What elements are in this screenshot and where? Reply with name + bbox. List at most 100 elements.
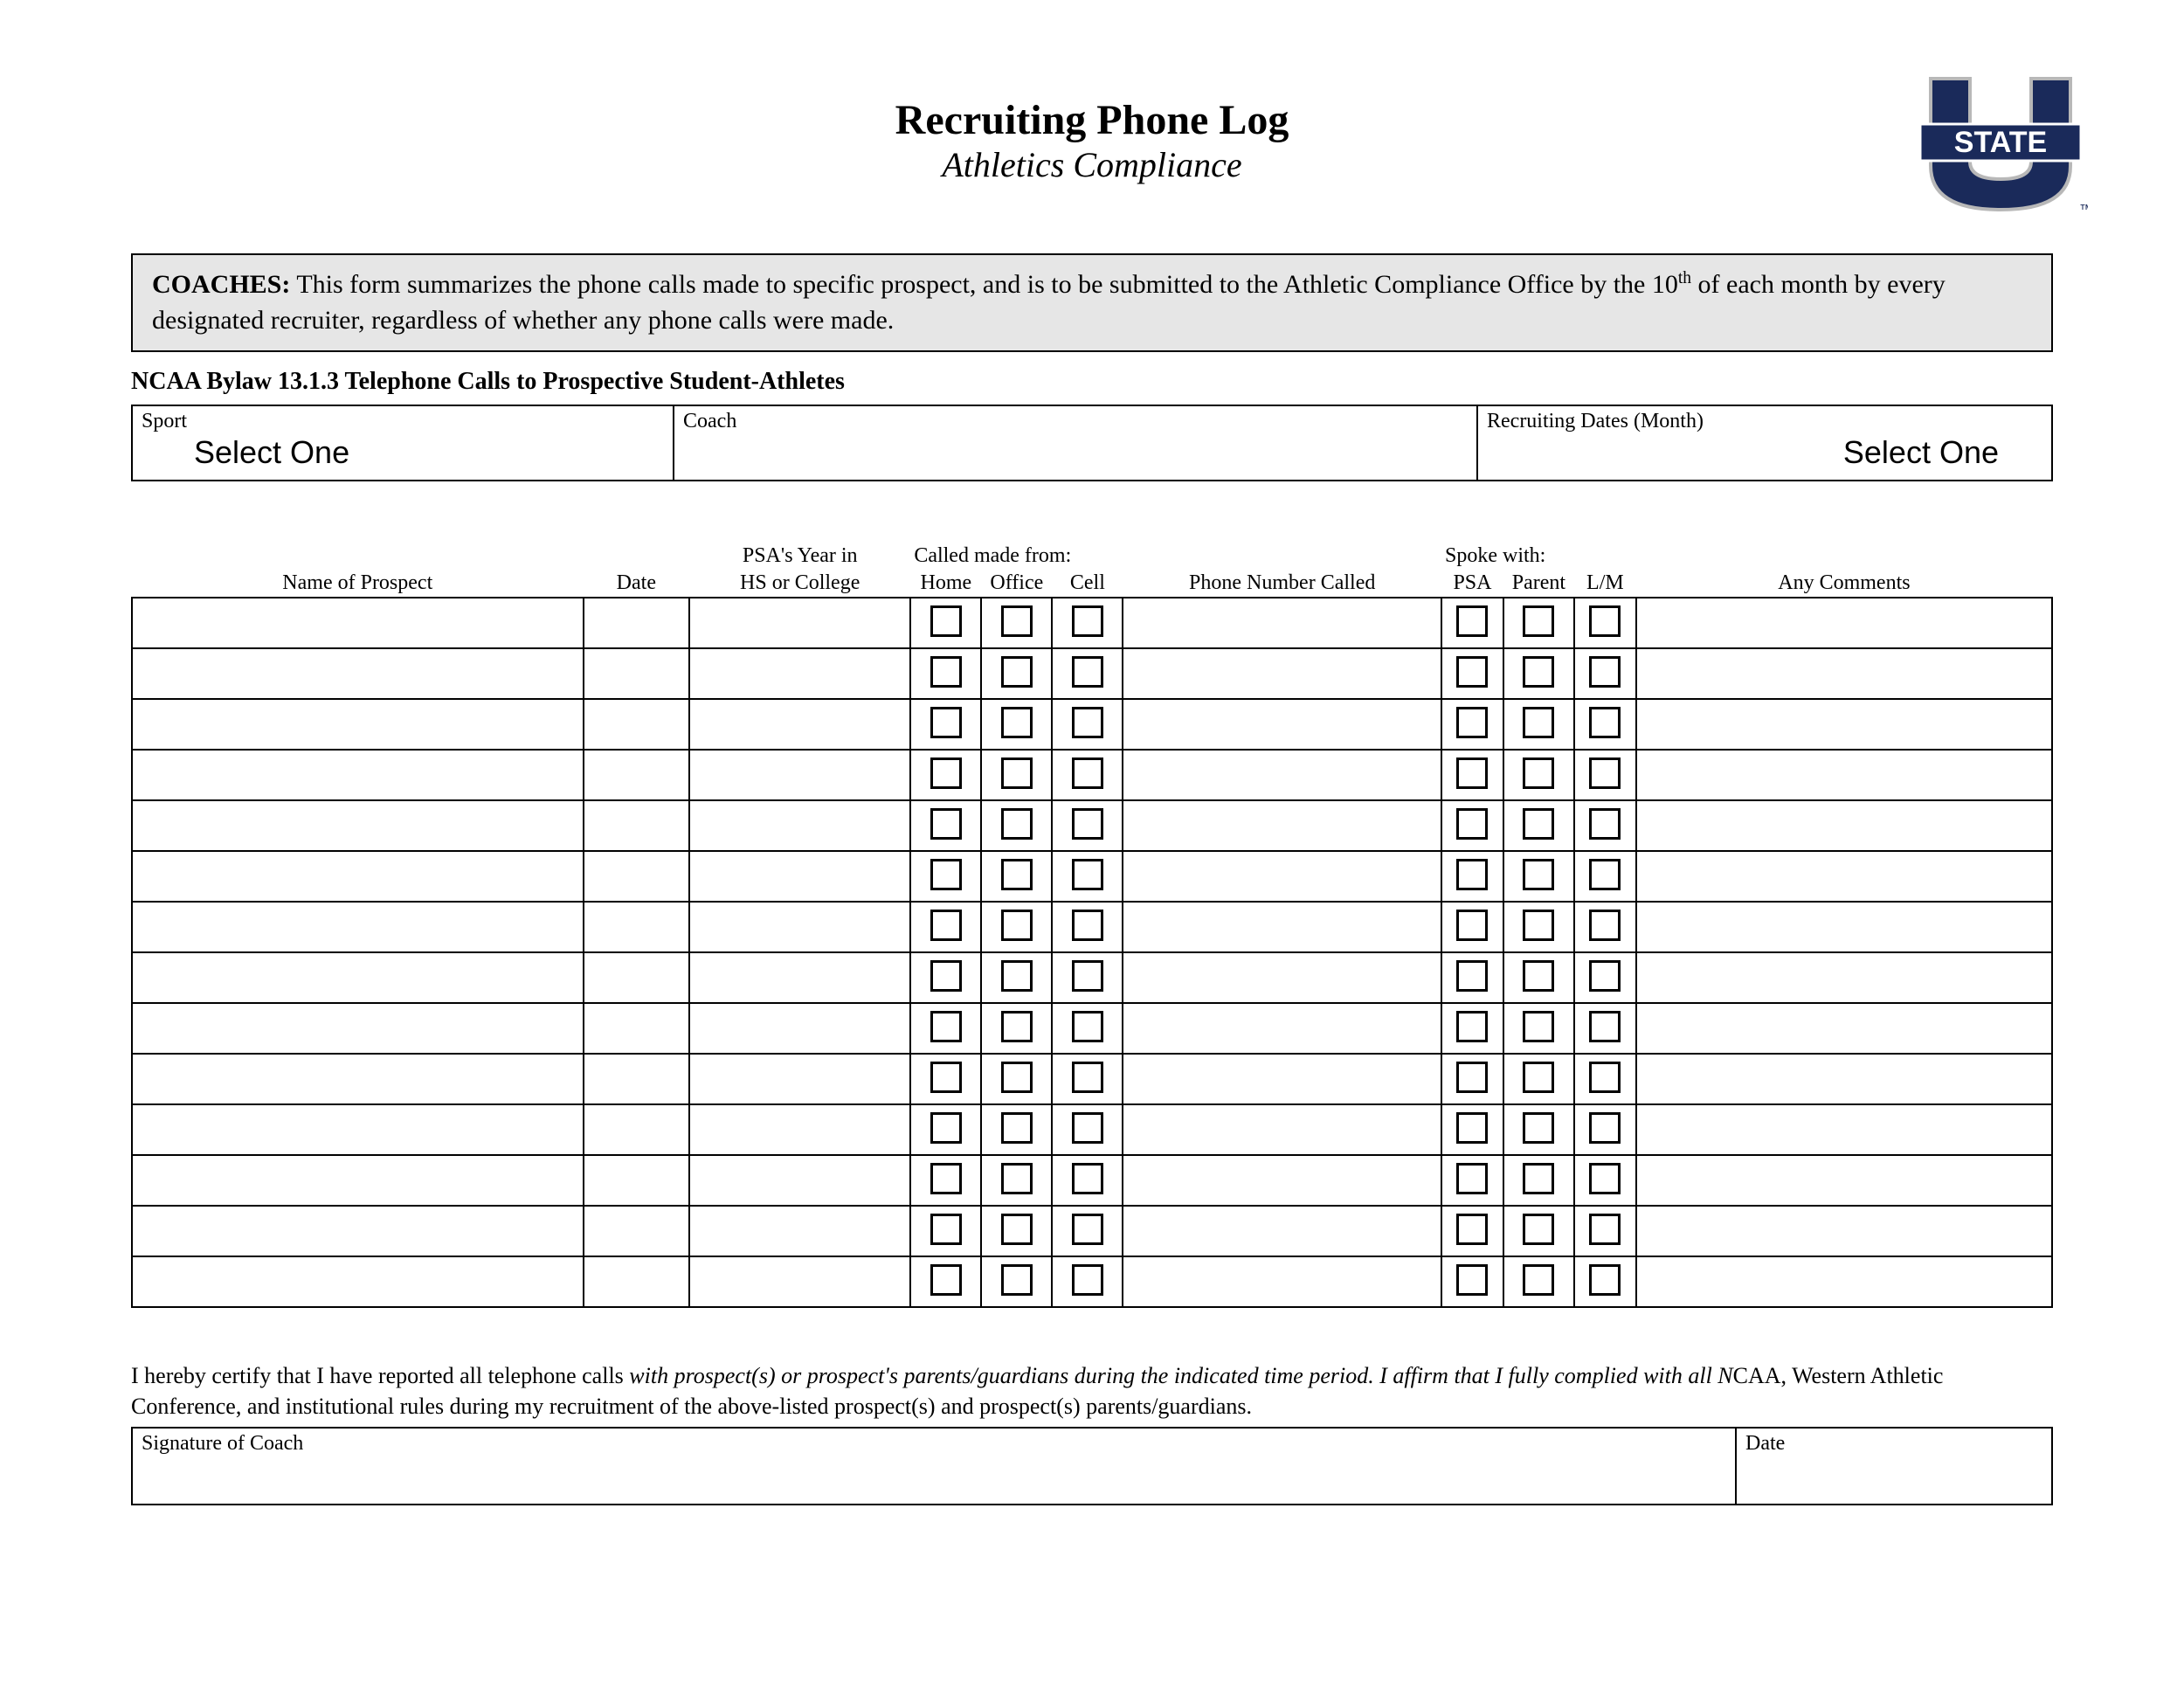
cell-cell-checkbox[interactable]	[1072, 656, 1103, 688]
cell-phone[interactable]	[1123, 699, 1441, 750]
cell-date[interactable]	[584, 800, 690, 851]
cell-spoke-parent-checkbox[interactable]	[1523, 1214, 1554, 1245]
cell-spoke-parent-checkbox[interactable]	[1523, 808, 1554, 840]
cell-office-checkbox[interactable]	[1001, 1011, 1033, 1042]
cell-home-checkbox[interactable]	[930, 1011, 962, 1042]
cell-cell-checkbox[interactable]	[1072, 960, 1103, 992]
cell-spoke-psa-checkbox[interactable]	[1456, 1214, 1488, 1245]
cell-comments[interactable]	[1636, 648, 2052, 699]
cell-comments[interactable]	[1636, 699, 2052, 750]
cell-psa-year[interactable]	[689, 952, 910, 1003]
cell-phone[interactable]	[1123, 648, 1441, 699]
cell-psa-year[interactable]	[689, 598, 910, 648]
cell-name[interactable]	[132, 648, 584, 699]
cell-date[interactable]	[584, 851, 690, 902]
cell-spoke-psa-checkbox[interactable]	[1456, 910, 1488, 941]
cell-home-checkbox[interactable]	[930, 707, 962, 738]
cell-date[interactable]	[584, 1155, 690, 1206]
cell-date[interactable]	[584, 598, 690, 648]
cell-home-checkbox[interactable]	[930, 960, 962, 992]
signature-date-cell[interactable]: Date	[1737, 1429, 2051, 1504]
cell-home-checkbox[interactable]	[930, 910, 962, 941]
cell-cell-checkbox[interactable]	[1072, 1264, 1103, 1296]
cell-psa-year[interactable]	[689, 1206, 910, 1256]
cell-cell-checkbox[interactable]	[1072, 1112, 1103, 1144]
cell-home-checkbox[interactable]	[930, 1112, 962, 1144]
cell-comments[interactable]	[1636, 1256, 2052, 1307]
cell-name[interactable]	[132, 1206, 584, 1256]
cell-psa-year[interactable]	[689, 800, 910, 851]
cell-office-checkbox[interactable]	[1001, 1264, 1033, 1296]
cell-date[interactable]	[584, 1054, 690, 1104]
cell-spoke-lm-checkbox[interactable]	[1589, 859, 1621, 890]
cell-spoke-lm-checkbox[interactable]	[1589, 808, 1621, 840]
cell-office-checkbox[interactable]	[1001, 1112, 1033, 1144]
cell-phone[interactable]	[1123, 902, 1441, 952]
cell-spoke-lm-checkbox[interactable]	[1589, 1062, 1621, 1093]
cell-comments[interactable]	[1636, 1003, 2052, 1054]
cell-cell-checkbox[interactable]	[1072, 1163, 1103, 1194]
cell-home-checkbox[interactable]	[930, 808, 962, 840]
cell-office-checkbox[interactable]	[1001, 1163, 1033, 1194]
cell-spoke-psa-checkbox[interactable]	[1456, 1264, 1488, 1296]
cell-psa-year[interactable]	[689, 1155, 910, 1206]
cell-name[interactable]	[132, 1003, 584, 1054]
cell-psa-year[interactable]	[689, 902, 910, 952]
cell-spoke-lm-checkbox[interactable]	[1589, 1112, 1621, 1144]
cell-cell-checkbox[interactable]	[1072, 1011, 1103, 1042]
cell-psa-year[interactable]	[689, 1104, 910, 1155]
cell-date[interactable]	[584, 902, 690, 952]
cell-comments[interactable]	[1636, 952, 2052, 1003]
cell-office-checkbox[interactable]	[1001, 1062, 1033, 1093]
cell-date[interactable]	[584, 1256, 690, 1307]
signature-coach-cell[interactable]: Signature of Coach	[133, 1429, 1737, 1504]
cell-date[interactable]	[584, 1003, 690, 1054]
cell-office-checkbox[interactable]	[1001, 656, 1033, 688]
cell-spoke-parent-checkbox[interactable]	[1523, 1163, 1554, 1194]
cell-phone[interactable]	[1123, 952, 1441, 1003]
cell-name[interactable]	[132, 1054, 584, 1104]
cell-comments[interactable]	[1636, 1206, 2052, 1256]
cell-spoke-lm-checkbox[interactable]	[1589, 1163, 1621, 1194]
cell-phone[interactable]	[1123, 1206, 1441, 1256]
cell-spoke-psa-checkbox[interactable]	[1456, 605, 1488, 637]
cell-spoke-psa-checkbox[interactable]	[1456, 1112, 1488, 1144]
cell-spoke-parent-checkbox[interactable]	[1523, 656, 1554, 688]
cell-psa-year[interactable]	[689, 699, 910, 750]
cell-office-checkbox[interactable]	[1001, 1214, 1033, 1245]
cell-spoke-parent-checkbox[interactable]	[1523, 605, 1554, 637]
cell-name[interactable]	[132, 952, 584, 1003]
cell-date[interactable]	[584, 1104, 690, 1155]
cell-spoke-parent-checkbox[interactable]	[1523, 707, 1554, 738]
cell-home-checkbox[interactable]	[930, 859, 962, 890]
cell-office-checkbox[interactable]	[1001, 707, 1033, 738]
cell-spoke-parent-checkbox[interactable]	[1523, 1011, 1554, 1042]
cell-cell-checkbox[interactable]	[1072, 605, 1103, 637]
cell-spoke-parent-checkbox[interactable]	[1523, 910, 1554, 941]
cell-home-checkbox[interactable]	[930, 656, 962, 688]
cell-name[interactable]	[132, 800, 584, 851]
cell-phone[interactable]	[1123, 598, 1441, 648]
cell-cell-checkbox[interactable]	[1072, 707, 1103, 738]
cell-spoke-parent-checkbox[interactable]	[1523, 758, 1554, 789]
cell-spoke-parent-checkbox[interactable]	[1523, 960, 1554, 992]
cell-spoke-lm-checkbox[interactable]	[1589, 960, 1621, 992]
cell-date[interactable]	[584, 952, 690, 1003]
cell-spoke-psa-checkbox[interactable]	[1456, 758, 1488, 789]
cell-phone[interactable]	[1123, 1054, 1441, 1104]
cell-psa-year[interactable]	[689, 648, 910, 699]
cell-spoke-psa-checkbox[interactable]	[1456, 1062, 1488, 1093]
cell-comments[interactable]	[1636, 1104, 2052, 1155]
cell-name[interactable]	[132, 1104, 584, 1155]
cell-home-checkbox[interactable]	[930, 1214, 962, 1245]
cell-name[interactable]	[132, 902, 584, 952]
cell-comments[interactable]	[1636, 598, 2052, 648]
cell-cell-checkbox[interactable]	[1072, 910, 1103, 941]
cell-spoke-psa-checkbox[interactable]	[1456, 960, 1488, 992]
cell-name[interactable]	[132, 598, 584, 648]
cell-office-checkbox[interactable]	[1001, 910, 1033, 941]
cell-home-checkbox[interactable]	[930, 1062, 962, 1093]
cell-psa-year[interactable]	[689, 750, 910, 800]
cell-date[interactable]	[584, 648, 690, 699]
cell-spoke-lm-checkbox[interactable]	[1589, 707, 1621, 738]
